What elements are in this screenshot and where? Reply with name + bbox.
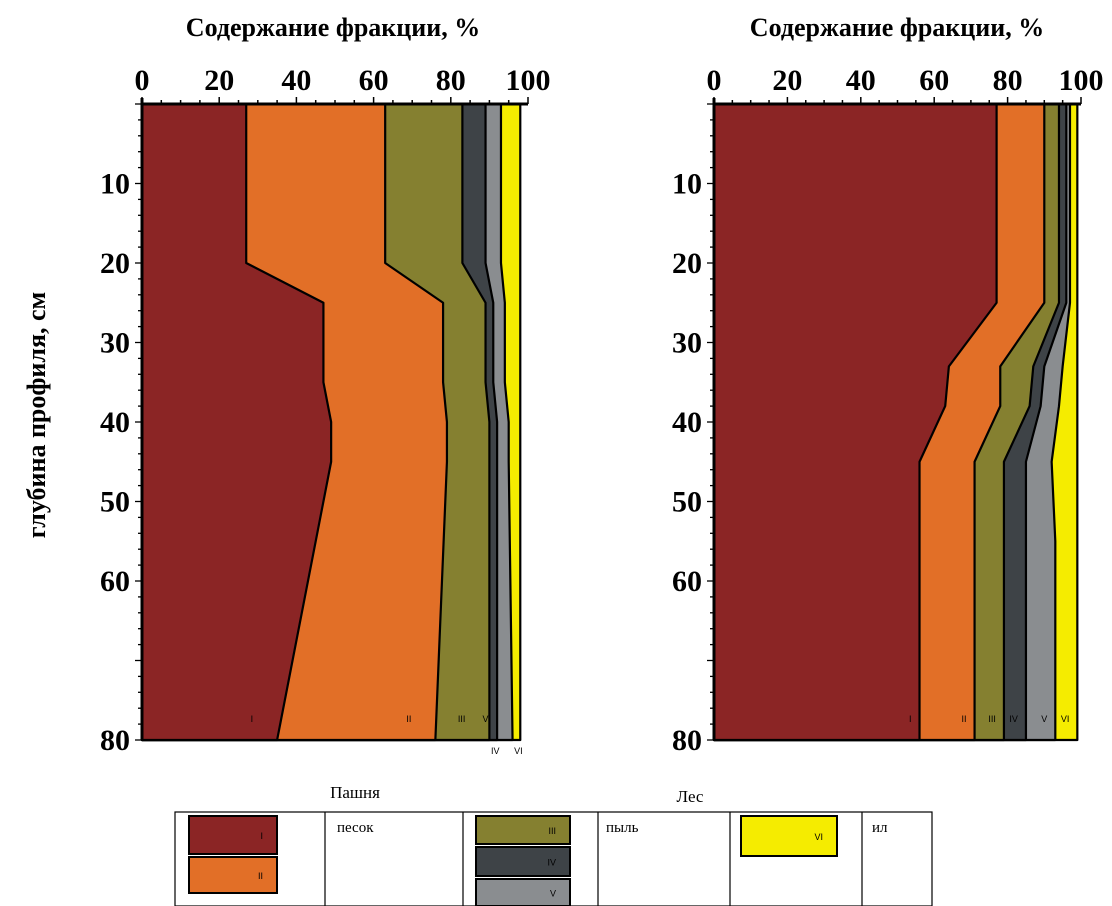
legend-swatch-label: III	[548, 826, 556, 836]
chart-title: Содержание фракции, %	[750, 13, 1044, 42]
band-fraction-I	[140, 102, 333, 742]
y-tick-label: 80	[672, 724, 702, 757]
fraction-label-I: I	[251, 714, 254, 724]
legend-border	[174, 811, 933, 906]
x-tick-label: 40	[281, 64, 311, 97]
x-tick-label: 20	[772, 64, 802, 97]
x-tick-label: 60	[919, 64, 949, 97]
fraction-label-VI: VI	[1061, 714, 1070, 724]
chart-caption: Лес	[677, 787, 704, 806]
fraction-label-V: V	[1041, 714, 1047, 724]
y-tick-label: 50	[100, 486, 130, 519]
y-tick-label: 30	[672, 327, 702, 360]
x-tick-label: 0	[707, 64, 722, 97]
legend-swatch-label: VI	[814, 832, 823, 842]
x-tick-label: 0	[135, 64, 150, 97]
x-tick-label: 20	[204, 64, 234, 97]
band-fraction-I	[712, 102, 998, 742]
y-tick-label: 60	[100, 565, 130, 598]
legend-swatch-label: V	[550, 889, 556, 899]
y-tick-label: 40	[672, 406, 702, 439]
legend-label-silt: пыль	[606, 820, 639, 836]
legend-label-clay: ил	[872, 820, 888, 836]
legend-swatch-III	[475, 815, 571, 845]
y-tick-label: 60	[672, 565, 702, 598]
fraction-label-I: I	[909, 714, 912, 724]
legend-swatch-II	[188, 856, 278, 894]
legend-swatch-label: I	[260, 831, 263, 841]
y-tick-label: 50	[672, 486, 702, 519]
legend-swatch-V	[475, 878, 571, 906]
x-tick-label: 60	[359, 64, 389, 97]
chart-title: Содержание фракции, %	[186, 13, 480, 42]
y-tick-label: 10	[672, 168, 702, 201]
fraction-label-IV: IV	[1009, 714, 1018, 724]
y-tick-label: 30	[100, 327, 130, 360]
legend-swatch-label: IV	[547, 858, 556, 868]
x-tick-label: 80	[993, 64, 1023, 97]
legend-swatch-VI	[740, 815, 838, 857]
fraction-label-IV: IV	[491, 746, 500, 756]
y-axis-label: глубина профиля, см	[22, 292, 51, 539]
fraction-label-III: III	[988, 714, 996, 724]
x-tick-label: 40	[846, 64, 876, 97]
x-tick-label: 80	[436, 64, 466, 97]
y-tick-label: 80	[100, 724, 130, 757]
fraction-label-III: III	[458, 714, 466, 724]
fraction-label-II: II	[406, 714, 411, 724]
legend-swatch-label: II	[258, 871, 263, 881]
legend-swatch-IV	[475, 846, 571, 877]
y-tick-label: 20	[100, 247, 130, 280]
fraction-label-II: II	[962, 714, 967, 724]
x-tick-label: 100	[506, 64, 551, 97]
chart-caption: Пашня	[330, 783, 380, 802]
fraction-label-VI: VI	[514, 746, 523, 756]
chart-forest: I II III IV V VI0 20 40 60 80 10010203040506080Сод…	[672, 13, 1104, 806]
y-tick-label: 10	[100, 168, 130, 201]
legend-label-sand: песок	[337, 820, 374, 836]
x-tick-label: 100	[1059, 64, 1104, 97]
legend-swatch-I	[188, 815, 278, 855]
y-tick-label: 40	[100, 406, 130, 439]
fraction-label-V: V	[483, 714, 489, 724]
y-tick-label: 20	[672, 247, 702, 280]
